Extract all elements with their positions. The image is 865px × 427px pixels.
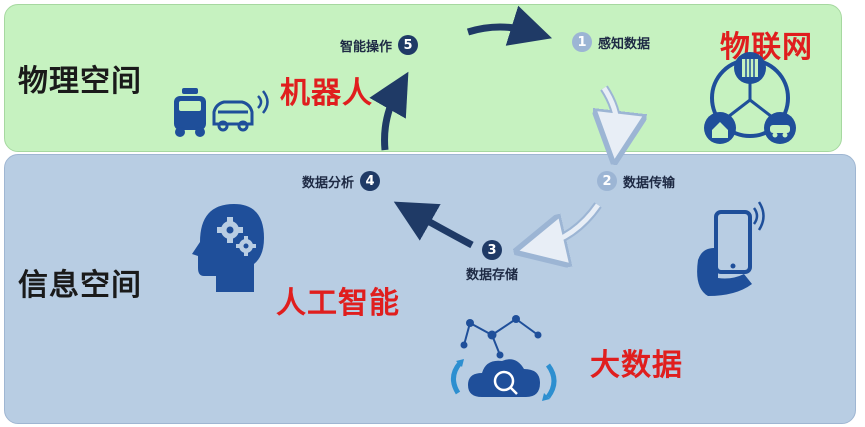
arrow-5-to-1 (466, 5, 553, 46)
iot-label: 物联网 (720, 30, 813, 65)
step-2-badge: 2 (597, 171, 617, 191)
head-gears-icon (192, 204, 264, 292)
robot-label: 机器人 (280, 76, 373, 111)
step-4: 数据分析 4 (302, 171, 381, 191)
step-5: 智能操作 5 (340, 35, 419, 55)
step-5-badge: 5 (398, 35, 419, 55)
iot-network-icon (704, 52, 796, 144)
ai-label: 人工智能 (276, 286, 400, 321)
physical-space-panel (4, 4, 842, 152)
step-2: 2 数据传输 (597, 171, 675, 191)
step-5-label: 智能操作 (340, 39, 393, 55)
step-3: 3 数据存储 (466, 240, 518, 283)
step-2-label: 数据传输 (623, 175, 676, 191)
step-4-badge: 4 (360, 171, 381, 191)
info-space-label: 信息空间 (18, 268, 142, 303)
bigdata-cloud-icon (451, 315, 557, 401)
physical-space-label: 物理空间 (18, 64, 142, 99)
step-3-label: 数据存储 (466, 268, 519, 283)
arrow-3-to-4 (393, 201, 474, 249)
step-1: 1 感知数据 (572, 32, 650, 52)
bigdata-label: 大数据 (590, 348, 683, 383)
arrow-4-to-5 (369, 71, 409, 151)
step-1-badge: 1 (572, 32, 592, 52)
step-1-label: 感知数据 (598, 36, 651, 52)
step-4-label: 数据分析 (302, 175, 355, 191)
arrow-2-to-3 (540, 202, 602, 246)
smartphone-icon (697, 201, 765, 296)
car-robot-icon (174, 88, 269, 137)
step-3-badge: 3 (482, 240, 502, 260)
